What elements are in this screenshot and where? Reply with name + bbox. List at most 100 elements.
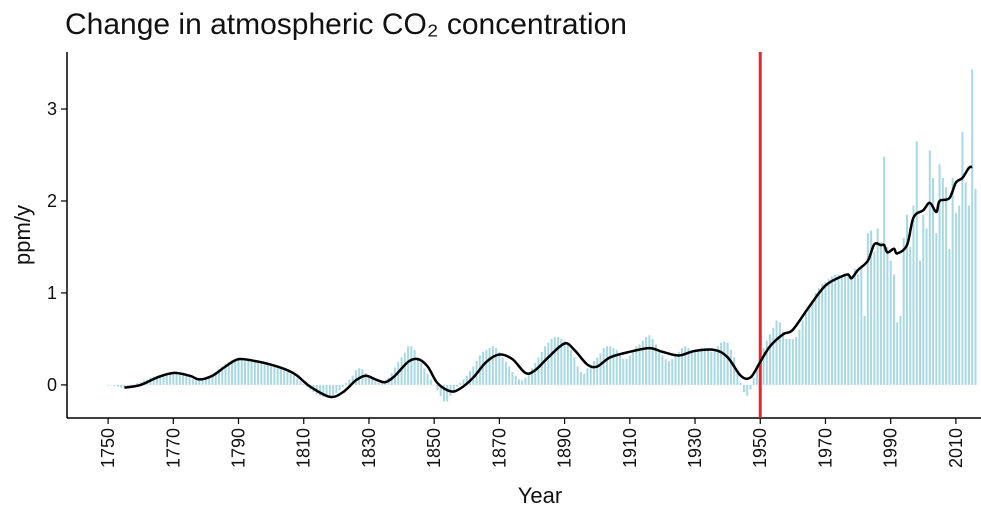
bar xyxy=(348,379,351,385)
bar xyxy=(420,362,423,385)
bar xyxy=(746,384,749,396)
bar xyxy=(896,322,899,385)
bar xyxy=(782,331,785,385)
trend-line xyxy=(124,165,973,399)
bar xyxy=(374,381,377,385)
bar xyxy=(573,357,576,385)
bar xyxy=(208,376,211,385)
bar xyxy=(664,359,667,385)
bar xyxy=(811,300,814,385)
bar xyxy=(485,349,488,385)
bar xyxy=(599,353,602,385)
x-tick-label: 1770 xyxy=(163,428,183,468)
bar xyxy=(954,212,957,385)
bar xyxy=(840,276,843,385)
bar xyxy=(935,233,938,385)
bar xyxy=(808,305,811,385)
bar xyxy=(964,182,967,385)
bar xyxy=(322,384,325,397)
bar xyxy=(129,384,132,386)
x-tick-label: 1890 xyxy=(555,428,575,468)
bar xyxy=(155,375,158,385)
bar xyxy=(866,233,869,385)
bar xyxy=(276,367,279,385)
bar xyxy=(658,349,661,385)
bar xyxy=(723,341,726,385)
bar xyxy=(661,355,664,385)
bar xyxy=(354,370,357,385)
x-axis-label: Year xyxy=(518,483,562,508)
bar xyxy=(537,357,540,385)
bar xyxy=(690,349,693,385)
bar xyxy=(462,379,465,385)
bar xyxy=(945,187,948,385)
bar xyxy=(403,352,406,385)
bar xyxy=(775,320,778,385)
bar xyxy=(932,177,935,385)
bar xyxy=(785,338,788,385)
bar xyxy=(795,337,798,385)
bar xyxy=(563,340,566,385)
bar xyxy=(870,230,873,385)
bar xyxy=(172,372,175,385)
bar xyxy=(283,370,286,385)
bar xyxy=(625,359,628,385)
bar xyxy=(749,384,752,390)
bar xyxy=(909,246,912,385)
bar xyxy=(257,361,260,385)
bar xyxy=(560,338,563,385)
bar xyxy=(837,274,840,385)
x-tick-label: 1970 xyxy=(815,428,835,468)
bar xyxy=(899,315,902,385)
bar xyxy=(501,357,504,385)
bar xyxy=(426,373,429,385)
bar xyxy=(860,265,863,385)
bar xyxy=(928,150,931,385)
x-tick-label: 2010 xyxy=(946,428,966,468)
bar xyxy=(482,351,485,385)
bar xyxy=(814,292,817,385)
bar xyxy=(684,346,687,385)
bar xyxy=(325,384,328,398)
bar xyxy=(905,214,908,385)
bar xyxy=(191,379,194,385)
bar xyxy=(400,357,403,385)
bar xyxy=(632,351,635,385)
x-tick-label: 1870 xyxy=(489,428,509,468)
bar xyxy=(289,373,292,385)
bar xyxy=(570,349,573,385)
bar xyxy=(540,351,543,385)
bar xyxy=(915,141,918,385)
bar xyxy=(250,360,253,385)
bar xyxy=(345,383,348,385)
bar xyxy=(938,164,941,385)
bar xyxy=(824,281,827,385)
bar xyxy=(892,274,895,385)
bar xyxy=(508,366,511,385)
bar xyxy=(772,327,775,385)
bar xyxy=(511,372,514,385)
bar xyxy=(726,342,729,385)
bar xyxy=(769,334,772,385)
bar xyxy=(517,379,520,385)
bar xyxy=(230,360,233,385)
bar xyxy=(710,351,713,385)
bar xyxy=(504,361,507,385)
x-tick-label: 1910 xyxy=(620,428,640,468)
bar xyxy=(651,338,654,385)
bar xyxy=(687,348,690,385)
bar xyxy=(351,375,354,385)
bar xyxy=(873,251,876,385)
bar xyxy=(214,372,217,385)
bar xyxy=(116,384,119,387)
bar xyxy=(544,346,547,385)
bar xyxy=(615,349,618,385)
bar xyxy=(579,372,582,385)
bar xyxy=(596,357,599,385)
bar xyxy=(279,368,282,385)
bar xyxy=(628,355,631,385)
bar xyxy=(844,274,847,385)
bar xyxy=(716,346,719,385)
bar xyxy=(429,379,432,385)
bar xyxy=(762,348,765,385)
